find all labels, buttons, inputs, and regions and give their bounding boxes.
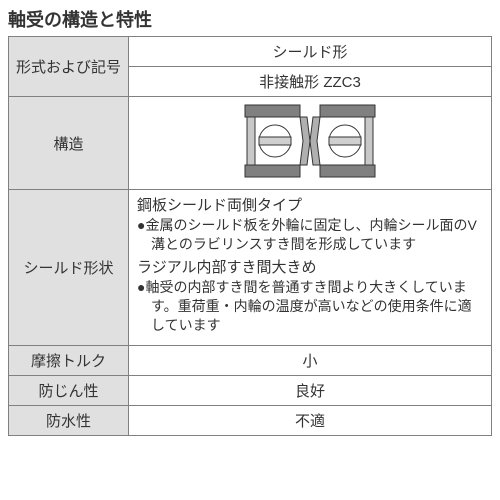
table-row: 摩擦トルク 小 (9, 345, 492, 375)
format-label: 形式および記号 (9, 37, 129, 97)
spec-table: 形式および記号 シールド形 非接触形 ZZC3 構造 シールド形状 (8, 36, 492, 436)
table-row: 構造 (9, 97, 492, 190)
shield-shape-label: シールド形状 (9, 190, 129, 346)
model-code: 非接触形 ZZC3 (129, 67, 492, 97)
table-row: 防じん性 良好 (9, 375, 492, 405)
page-title: 軸受の構造と特性 (8, 6, 492, 32)
friction-label: 摩擦トルク (9, 345, 129, 375)
shield-type: シールド形 (129, 37, 492, 67)
table-row: シールド形状 鋼板シールド両側タイプ ●金属のシールド板を外輪に固定し、内輪シー… (9, 190, 492, 346)
water-value: 不適 (129, 405, 492, 435)
desc-head-1: 鋼板シールド両側タイプ (137, 196, 483, 216)
friction-value: 小 (129, 345, 492, 375)
desc-text-1: ●金属のシールド板を外輪に固定し、内輪シール面のV溝とのラビリンスすき間を形成し… (137, 216, 483, 254)
table-row: 形式および記号 シールド形 (9, 37, 492, 67)
dust-value: 良好 (129, 375, 492, 405)
bearing-icon (235, 101, 385, 181)
dust-label: 防じん性 (9, 375, 129, 405)
water-label: 防水性 (9, 405, 129, 435)
desc-head-2: ラジアル内部すき間大きめ (137, 258, 483, 278)
structure-diagram (129, 97, 492, 190)
table-row: 防水性 不適 (9, 405, 492, 435)
desc-text-2: ●軸受の内部すき間を普通すき間より大きくしています。重荷重・内輪の温度が高いなど… (137, 278, 483, 335)
structure-label: 構造 (9, 97, 129, 190)
shield-shape-desc: 鋼板シールド両側タイプ ●金属のシールド板を外輪に固定し、内輪シール面のV溝との… (129, 190, 492, 346)
